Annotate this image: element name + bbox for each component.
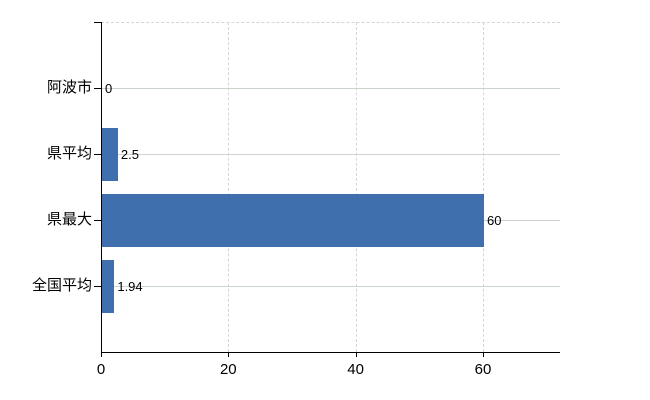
category-label: 全国平均 [31,277,92,294]
y-axis-tick [94,154,101,155]
bar [102,193,484,247]
plot-top-border [101,22,560,23]
gridline-vertical [482,22,484,352]
y-axis-tick [94,220,101,221]
y-axis-tick [94,22,101,23]
bar-value-label: 60 [486,213,502,228]
x-axis-tick [482,352,484,357]
x-axis-tick [355,352,357,357]
gridline-horizontal [101,88,560,89]
bar-value-label: 2.5 [120,147,139,162]
bar-value-label: 0 [105,81,113,96]
x-tick-label: 40 [347,361,364,378]
x-tick-label: 20 [219,361,237,378]
bar [102,127,118,181]
category-label: 県平均 [46,145,92,162]
x-axis-tick [101,352,102,357]
y-axis-tick [94,88,101,89]
x-axis-tick [228,352,230,357]
x-tick-label: 60 [474,361,492,378]
y-axis-tick [94,286,101,287]
gridline-vertical [228,22,230,352]
bar [102,259,115,313]
gridline-horizontal [101,286,560,287]
category-label: 阿波市 [46,79,92,96]
y-axis-line [101,22,102,353]
x-axis-line [101,352,560,353]
gridline-horizontal [101,154,560,155]
category-label: 県最大 [46,211,92,228]
x-tick-label: 0 [96,361,106,378]
bar-value-label: 1.94 [117,279,143,294]
gridline-vertical [355,22,357,352]
